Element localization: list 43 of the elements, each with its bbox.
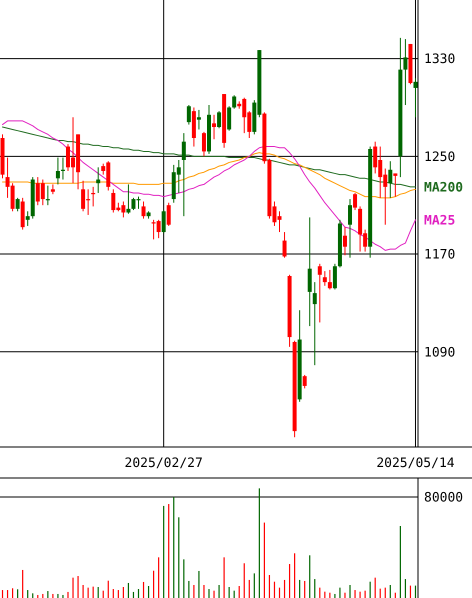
candlestick	[196, 109, 201, 130]
series-label: MA25	[424, 213, 456, 228]
candlestick	[182, 132, 186, 217]
candlestick	[126, 184, 130, 214]
y-tick-label: 1250	[424, 150, 456, 165]
y-tick-label: 80000	[424, 490, 464, 506]
candlestick	[302, 374, 307, 389]
candlestick	[202, 131, 206, 157]
y-tick-label: 1090	[424, 345, 456, 360]
candlestick	[162, 210, 166, 234]
candlestick	[353, 192, 358, 211]
candlestick	[142, 201, 146, 220]
candlestick	[186, 104, 191, 126]
candlestick	[413, 78, 418, 118]
candlestick	[388, 160, 392, 198]
candlestick	[232, 94, 236, 110]
line-series	[2, 126, 416, 188]
candlestick	[26, 210, 30, 226]
y-tick-label: 1170	[424, 248, 456, 263]
candlestick	[46, 185, 50, 206]
candlestick	[348, 198, 352, 258]
candlestick	[56, 157, 60, 185]
x-tick-label: 2025/05/14	[376, 456, 455, 471]
candlestick	[282, 232, 287, 258]
candlestick	[403, 38, 408, 106]
candlestick	[166, 202, 171, 226]
x-tick-label: 2025/02/27	[124, 456, 203, 471]
candlestick	[312, 282, 317, 366]
candlestick	[16, 197, 20, 212]
candlestick	[342, 226, 347, 256]
candlestick	[393, 172, 398, 198]
y-tick-label: 1330	[424, 52, 456, 68]
line-series	[2, 120, 416, 251]
candlestick	[217, 110, 222, 129]
candlestick	[332, 263, 337, 290]
candlestick	[318, 263, 322, 323]
candlestick	[308, 216, 312, 327]
candlestick	[328, 269, 332, 290]
candlestick	[96, 166, 100, 194]
candlestick	[227, 106, 232, 132]
series-label: MA200	[424, 180, 464, 196]
candlestick	[322, 270, 327, 286]
candlestick	[212, 114, 216, 140]
